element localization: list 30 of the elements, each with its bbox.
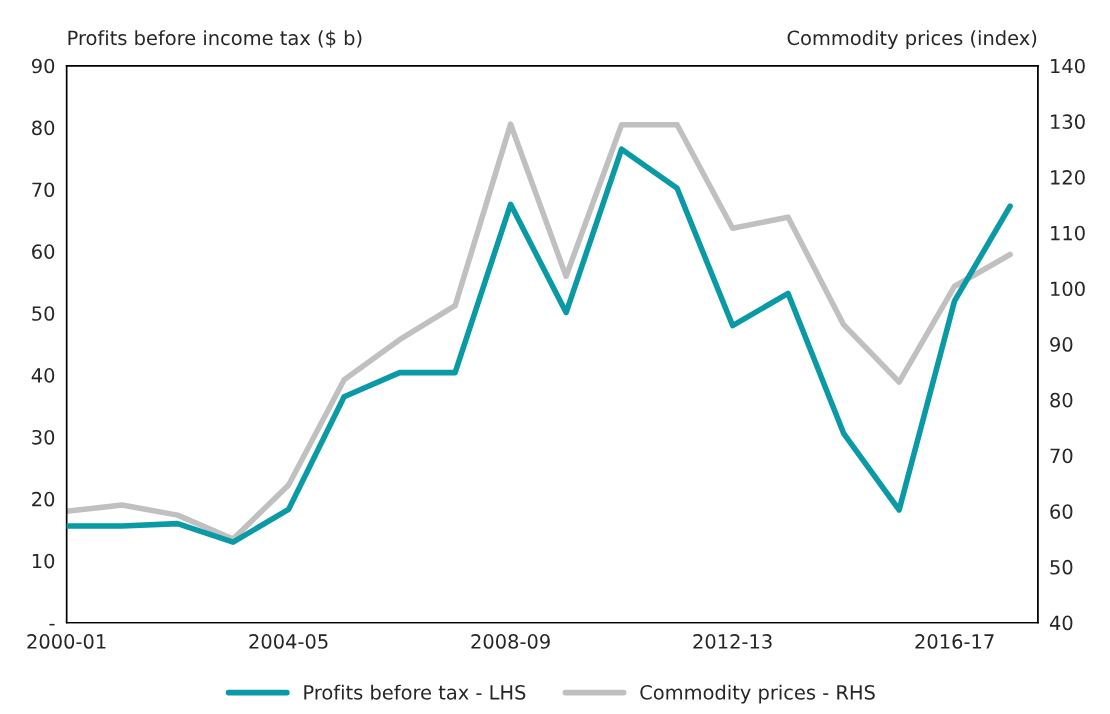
y2-tick-label: 110	[1051, 225, 1085, 241]
legend-label: Profits before tax - LHS	[304, 684, 526, 700]
y2-tick-label: 80	[1050, 392, 1073, 408]
y-tick-label: 80	[32, 120, 55, 136]
x-tick-label: 2012-13	[693, 634, 772, 649]
y2-tick-label: 40	[1049, 615, 1073, 631]
y-tick-label: 60	[32, 244, 55, 259]
y2-axis-title: Commodity prices (index)	[787, 30, 1037, 49]
legend-label: Commodity prices - RHS	[640, 684, 875, 704]
y-tick-label: -	[49, 623, 55, 626]
y2-tick-label: 60	[1050, 504, 1073, 519]
y2-tick-label: 70	[1050, 448, 1073, 464]
y-tick-label: 50	[32, 306, 55, 321]
y-tick-label: 10	[32, 553, 55, 569]
y-axis-title: Profits before income tax ($ b)	[68, 30, 362, 48]
y-tick-label: 90	[31, 58, 55, 74]
x-tick-label: 2008-09	[471, 634, 550, 649]
y2-tick-label: 120	[1051, 170, 1085, 185]
y2-tick-label: 130	[1051, 114, 1085, 130]
y2-tick-label: 100	[1051, 281, 1085, 297]
y2-tick-label: 90	[1050, 337, 1073, 352]
y-tick-label: 70	[32, 182, 55, 198]
y2-tick-label: 50	[1050, 559, 1073, 575]
x-tick-label: 2000-01	[27, 634, 106, 649]
x-tick-label: 2016-17	[915, 634, 994, 649]
y-tick-label: 40	[31, 368, 55, 383]
y-tick-label: 20	[32, 491, 55, 507]
y-tick-label: 30	[32, 429, 55, 445]
y2-tick-label: 140	[1051, 58, 1085, 74]
x-tick-label: 2004-05	[249, 634, 328, 649]
